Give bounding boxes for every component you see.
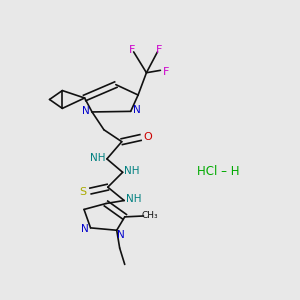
Text: F: F <box>129 45 135 55</box>
Text: NH: NH <box>90 153 106 163</box>
Text: N: N <box>133 106 140 116</box>
Text: F: F <box>163 67 170 77</box>
Text: HCl – H: HCl – H <box>197 165 240 178</box>
Text: N: N <box>117 230 125 240</box>
Text: O: O <box>143 132 152 142</box>
Text: NH: NH <box>126 194 141 204</box>
Text: N: N <box>82 106 90 116</box>
Text: NH: NH <box>124 166 140 176</box>
Text: N: N <box>81 224 89 234</box>
Text: S: S <box>80 187 87 196</box>
Text: F: F <box>156 45 162 55</box>
Text: CH₃: CH₃ <box>142 211 158 220</box>
